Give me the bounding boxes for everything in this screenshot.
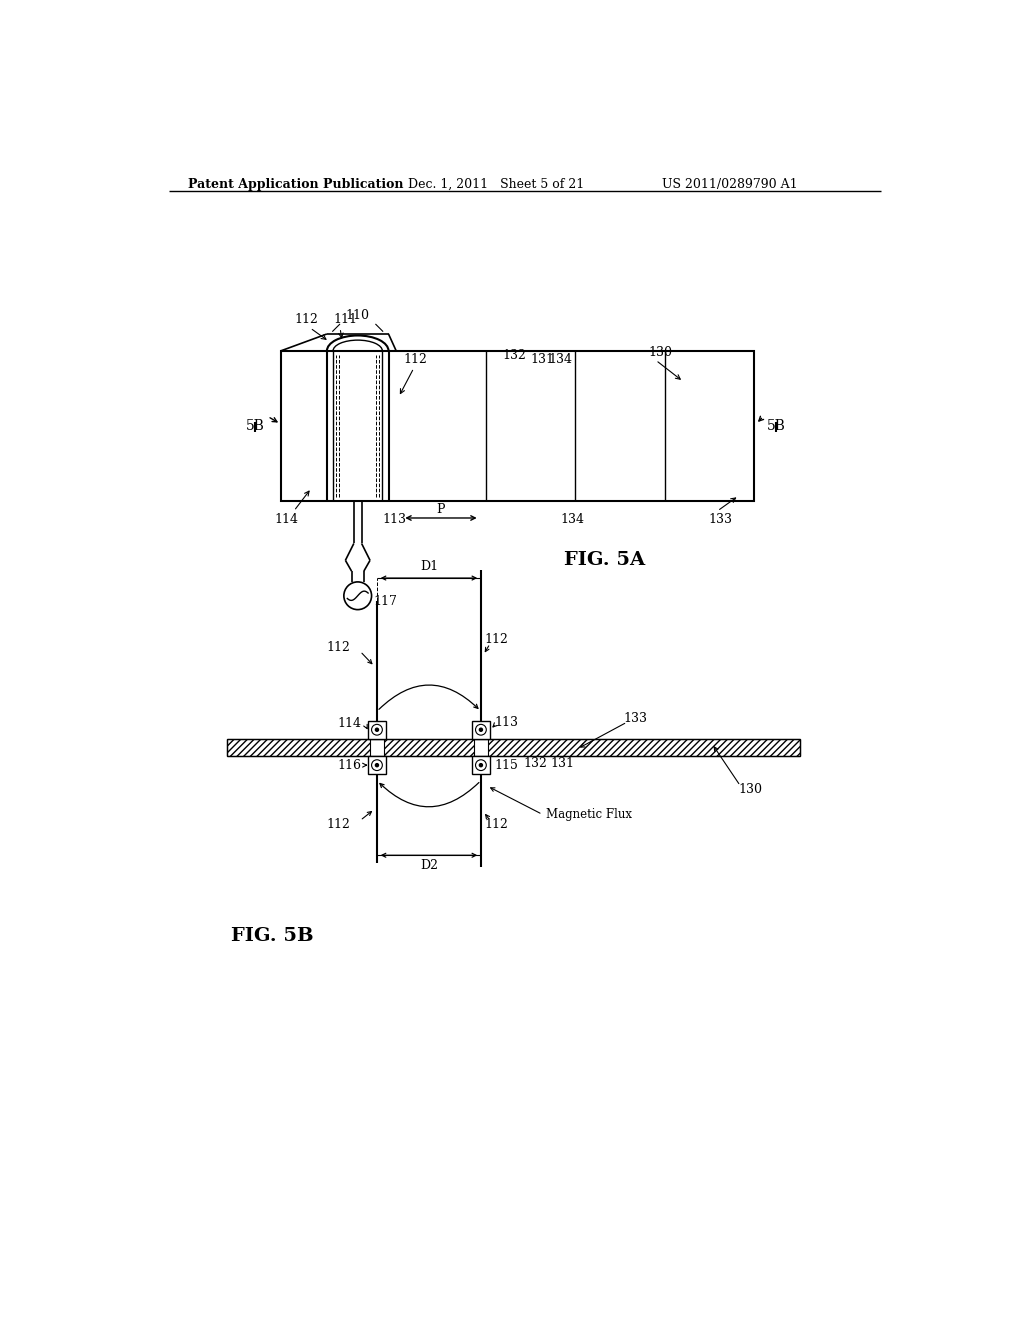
Text: 112: 112 bbox=[484, 818, 509, 832]
Text: 132: 132 bbox=[523, 758, 547, 770]
Text: D2: D2 bbox=[420, 859, 438, 873]
Text: 114: 114 bbox=[338, 717, 361, 730]
Bar bbox=[281, 351, 755, 502]
Text: 112: 112 bbox=[326, 640, 350, 653]
Bar bbox=[368, 756, 386, 775]
Bar bbox=[487, 739, 801, 756]
Bar bbox=[226, 739, 370, 756]
Circle shape bbox=[376, 763, 379, 767]
Bar bbox=[472, 721, 490, 739]
Text: 112: 112 bbox=[403, 354, 427, 367]
Text: 112: 112 bbox=[484, 634, 509, 647]
Bar bbox=[368, 721, 386, 739]
Text: 130: 130 bbox=[739, 783, 763, 796]
Text: 113: 113 bbox=[494, 715, 518, 729]
Text: FIG. 5B: FIG. 5B bbox=[230, 927, 313, 945]
Text: US 2011/0289790 A1: US 2011/0289790 A1 bbox=[662, 178, 798, 190]
Text: 113: 113 bbox=[383, 512, 407, 525]
Text: 116: 116 bbox=[338, 759, 361, 772]
Text: 133: 133 bbox=[624, 713, 647, 726]
Text: 132: 132 bbox=[502, 350, 526, 363]
Text: FIG. 5A: FIG. 5A bbox=[563, 552, 645, 569]
Bar bbox=[472, 756, 490, 775]
Text: 134: 134 bbox=[560, 512, 585, 525]
Text: 114: 114 bbox=[274, 512, 298, 525]
Text: Magnetic Flux: Magnetic Flux bbox=[547, 808, 633, 821]
Circle shape bbox=[376, 729, 379, 731]
Text: 110: 110 bbox=[346, 309, 370, 322]
Text: Dec. 1, 2011   Sheet 5 of 21: Dec. 1, 2011 Sheet 5 of 21 bbox=[408, 178, 584, 190]
Text: P: P bbox=[436, 503, 445, 516]
Text: 112: 112 bbox=[326, 818, 350, 832]
Text: 115: 115 bbox=[494, 759, 518, 772]
Text: 117: 117 bbox=[373, 594, 397, 607]
Text: 130: 130 bbox=[648, 346, 672, 359]
Circle shape bbox=[479, 729, 482, 731]
Text: 112: 112 bbox=[294, 313, 318, 326]
Bar bbox=[384, 739, 474, 756]
Text: 5B: 5B bbox=[766, 420, 785, 433]
Circle shape bbox=[479, 763, 482, 767]
Text: 131: 131 bbox=[530, 354, 555, 367]
Text: D1: D1 bbox=[420, 561, 438, 573]
Text: 131: 131 bbox=[550, 758, 574, 770]
Text: 111: 111 bbox=[333, 313, 357, 326]
Text: 133: 133 bbox=[708, 512, 732, 525]
Text: Patent Application Publication: Patent Application Publication bbox=[188, 178, 403, 190]
Text: 134: 134 bbox=[548, 354, 572, 367]
Text: 5B: 5B bbox=[246, 420, 265, 433]
